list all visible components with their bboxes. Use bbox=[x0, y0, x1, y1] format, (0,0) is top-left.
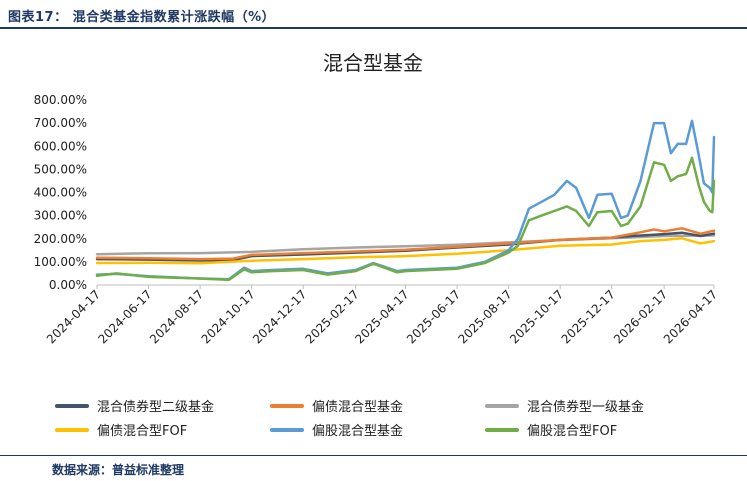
series-line bbox=[95, 156, 716, 282]
x-tick-label: 2024-06-17 bbox=[95, 287, 154, 346]
legend-swatch bbox=[55, 427, 89, 432]
legend-item: 混合债券型一级基金 bbox=[485, 396, 644, 415]
series-line bbox=[95, 237, 716, 265]
legend-swatch bbox=[485, 427, 519, 432]
legend-swatch bbox=[485, 403, 519, 408]
x-tick-label: 2024-12-17 bbox=[250, 287, 309, 346]
x-tick-label: 2025-08-17 bbox=[456, 287, 515, 346]
legend-item: 偏股混合型基金 bbox=[270, 420, 403, 439]
x-tick-label: 2024-08-17 bbox=[147, 287, 206, 346]
legend-swatch bbox=[270, 403, 304, 408]
series-line bbox=[95, 227, 716, 261]
y-tick-label: 400.00% bbox=[34, 186, 87, 200]
legend-swatch bbox=[270, 427, 304, 432]
x-tick-label: 2025-10-17 bbox=[507, 287, 566, 346]
x-tick-label: 2024-10-17 bbox=[199, 287, 258, 346]
y-tick-label: 500.00% bbox=[34, 162, 87, 176]
legend-label: 偏债混合型基金 bbox=[312, 400, 404, 415]
series-lines bbox=[95, 119, 716, 282]
y-tick-label: 0.00% bbox=[49, 278, 87, 292]
x-tick-label: 2025-12-17 bbox=[559, 287, 618, 346]
figure-caption: 图表17： 混合类基金指数累计涨跌幅（%） bbox=[8, 10, 276, 25]
legend-label: 偏债混合型FOF bbox=[97, 424, 188, 439]
legend-item: 偏股混合型FOF bbox=[485, 420, 617, 439]
y-tick-label: 100.00% bbox=[34, 255, 87, 269]
source-rule bbox=[0, 455, 747, 456]
y-tick-label: 600.00% bbox=[34, 139, 87, 153]
source-note: 数据来源：普益标准整理 bbox=[52, 463, 185, 477]
legend-item: 偏债混合型基金 bbox=[270, 396, 403, 415]
x-tick-label: 2025-06-17 bbox=[404, 287, 463, 346]
x-tick-label: 2024-04-17 bbox=[44, 287, 103, 346]
y-tick-label: 800.00% bbox=[34, 93, 87, 107]
x-tick-label: 2025-04-17 bbox=[352, 287, 411, 346]
caption-rule bbox=[0, 27, 747, 29]
legend-label: 混合债券型二级基金 bbox=[97, 400, 215, 415]
chart-title: 混合型基金 bbox=[323, 51, 423, 75]
legend-label: 混合债券型一级基金 bbox=[527, 400, 645, 415]
legend-label: 偏股混合型基金 bbox=[312, 424, 404, 439]
legend-item: 混合债券型二级基金 bbox=[55, 396, 214, 415]
line-chart: 混合型基金 800.00% 700.00% 600.00% 500.00% 400.00… bbox=[34, 51, 721, 346]
legend-swatch bbox=[55, 403, 89, 408]
y-tick-label: 300.00% bbox=[34, 209, 87, 223]
x-tick-label: 2026-04-17 bbox=[661, 287, 720, 346]
y-tick-label: 200.00% bbox=[34, 232, 87, 246]
legend-item: 偏债混合型FOF bbox=[55, 420, 187, 439]
legend-label: 偏股混合型FOF bbox=[527, 424, 618, 439]
y-tick-label: 700.00% bbox=[34, 116, 87, 130]
